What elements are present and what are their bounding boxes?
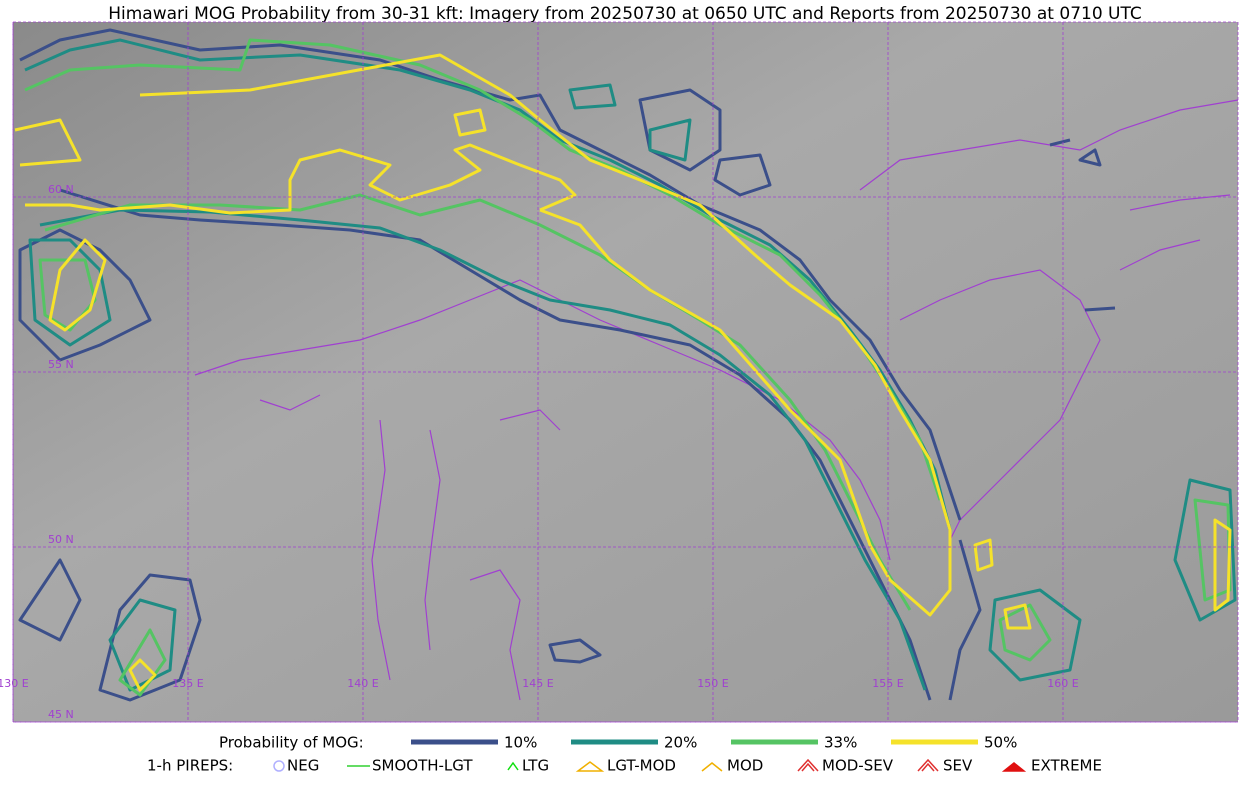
map-frame xyxy=(12,21,1239,723)
pirep-label: EXTREME xyxy=(1031,757,1102,775)
pirep-label: SEV xyxy=(943,757,973,775)
graticule: 60 N 55 N 50 N 45 N 130 E 135 E 140 E 145 E 150 … xyxy=(0,21,1239,723)
pirep-legend: 1-h PIREPS: NEG SMOOTH-LGT LTG LGT-MOD MOD MOD… xyxy=(147,757,1102,775)
longitude-label: 140 E xyxy=(347,677,378,690)
contours xyxy=(14,28,1237,702)
pirep-label: NEG xyxy=(287,757,319,775)
longitude-label: 130 E xyxy=(0,677,29,690)
legend-title: Probability of MOG: xyxy=(219,734,364,752)
legend-label: 33% xyxy=(824,734,857,752)
pirep-label: MOD xyxy=(727,757,763,775)
pirep-icons xyxy=(273,758,1027,772)
legend-label: 10% xyxy=(504,734,537,752)
longitude-label: 150 E xyxy=(697,677,728,690)
contour-20 xyxy=(24,38,1237,692)
pirep-label: LGT-MOD xyxy=(607,757,676,775)
contour-10 xyxy=(18,28,1116,702)
longitude-label: 145 E xyxy=(522,677,553,690)
legend-label: 20% xyxy=(664,734,697,752)
map: 60 N 55 N 50 N 45 N 130 E 135 E 140 E 145 E 150 … xyxy=(0,21,1239,723)
legend-label: 50% xyxy=(984,734,1017,752)
legend: Probability of MOG: 10% 20% 33% 50% xyxy=(219,734,1017,752)
longitude-label: 135 E xyxy=(172,677,203,690)
pirep-title: 1-h PIREPS: xyxy=(147,757,233,775)
longitude-label: 160 E xyxy=(1047,677,1078,690)
latitude-label: 45 N xyxy=(48,708,74,721)
longitude-label: 155 E xyxy=(872,677,903,690)
latitude-label: 50 N xyxy=(48,533,74,546)
pirep-label: LTG xyxy=(522,757,549,775)
contour-50 xyxy=(14,53,1232,692)
pirep-label: SMOOTH-LGT xyxy=(372,757,473,775)
latitude-label: 55 N xyxy=(48,358,74,371)
pirep-label: MOD-SEV xyxy=(822,757,894,775)
latitude-label: 60 N xyxy=(48,183,74,196)
title: Himawari MOG Probability from 30-31 kft:… xyxy=(108,4,1142,24)
